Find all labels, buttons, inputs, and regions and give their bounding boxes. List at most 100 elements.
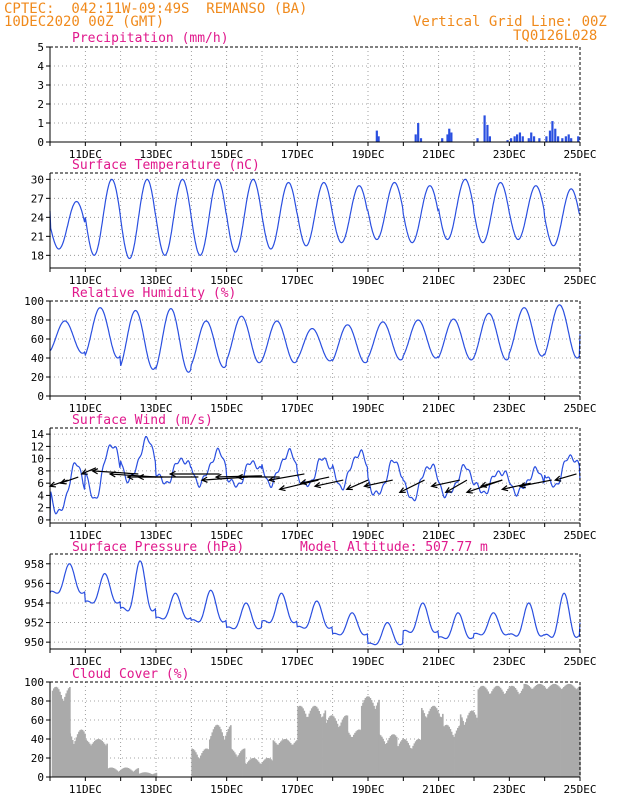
cloud-bar bbox=[111, 767, 114, 777]
cloud-bar bbox=[235, 754, 237, 777]
wind-arrow-head bbox=[235, 473, 243, 481]
cloud-bar bbox=[336, 723, 339, 777]
cloud-bar bbox=[193, 750, 196, 777]
cloud-bar bbox=[240, 751, 242, 777]
cloud-bar bbox=[555, 684, 558, 777]
wind-arrow-shaft bbox=[399, 479, 425, 493]
cloud-bar bbox=[272, 740, 275, 777]
cloud-bar bbox=[299, 705, 302, 777]
cloud-bar bbox=[548, 687, 550, 777]
cloud-bar bbox=[265, 758, 267, 777]
cloud-bar bbox=[215, 725, 217, 777]
cloud-bar bbox=[411, 748, 413, 777]
cloud-bar bbox=[501, 689, 503, 777]
cloud-bar bbox=[453, 736, 455, 777]
cloud-bar bbox=[561, 688, 564, 777]
cloud-bar bbox=[418, 739, 421, 777]
x-tick-label: 25DEC bbox=[563, 529, 596, 542]
cloud-bar bbox=[132, 771, 135, 777]
panel-annotation-pressure: Model Altitude: 507.77 m bbox=[300, 540, 488, 555]
x-tick-label: 13DEC bbox=[139, 402, 172, 415]
cloud-bar bbox=[515, 689, 518, 777]
panel-title-wind: Surface Wind (m/s) bbox=[72, 413, 213, 428]
cloud-bar bbox=[545, 688, 548, 777]
cloud-bar bbox=[139, 773, 142, 777]
panel-rh: Relative Humidity (%) 0 20 40 60 80 100 11DEC 13… bbox=[24, 286, 596, 415]
wind-arrow-head bbox=[465, 487, 473, 494]
cloud-bar bbox=[478, 687, 481, 777]
cloud-bar bbox=[381, 736, 383, 777]
cloud-bar bbox=[283, 739, 286, 777]
cloud-bar bbox=[439, 716, 442, 777]
cloud-bar bbox=[145, 772, 148, 777]
cloud-bar bbox=[270, 759, 272, 777]
cloud-bar bbox=[303, 710, 306, 777]
wind-arrow-shaft bbox=[502, 482, 531, 490]
wind-arrow-head bbox=[444, 487, 452, 494]
cloud-bar bbox=[487, 691, 490, 777]
cloud-bar bbox=[422, 710, 424, 777]
cloud-bar bbox=[266, 758, 269, 777]
cloud-bar bbox=[140, 772, 143, 777]
x-tick-label: 17DEC bbox=[281, 783, 314, 796]
cloud-bar bbox=[323, 713, 325, 777]
cloud-bar bbox=[498, 686, 501, 777]
cloud-bar bbox=[277, 744, 280, 777]
cloud-bar bbox=[298, 705, 301, 777]
cloud-bar bbox=[477, 689, 480, 777]
cloud-bar bbox=[503, 693, 506, 777]
cloud-bar bbox=[374, 708, 377, 777]
cloud-bar bbox=[577, 686, 580, 777]
cloud-bar bbox=[509, 686, 512, 777]
precip-bar bbox=[561, 138, 564, 142]
cloud-bar bbox=[579, 685, 581, 777]
cloud-bar bbox=[209, 739, 211, 777]
cloud-bar bbox=[112, 767, 115, 777]
cloud-bar bbox=[427, 714, 429, 777]
x-tick-label: 25DEC bbox=[563, 783, 596, 796]
precip-bar bbox=[486, 124, 489, 142]
precip-bar bbox=[483, 115, 486, 142]
x-tick-label: 23DEC bbox=[493, 402, 526, 415]
cloud-bar bbox=[324, 710, 327, 777]
y-tick-label: 27 bbox=[31, 192, 44, 205]
precip-bar bbox=[414, 134, 417, 142]
cloud-bar bbox=[356, 730, 359, 777]
cloud-bar bbox=[73, 743, 75, 777]
cloud-bar bbox=[559, 687, 561, 777]
cloud-bar bbox=[388, 738, 391, 777]
cloud-bar bbox=[61, 698, 64, 777]
cloud-bar bbox=[423, 713, 426, 777]
cloud-bar bbox=[70, 736, 73, 777]
cloud-bar bbox=[569, 684, 571, 777]
cloud-bar bbox=[308, 713, 311, 777]
cloud-bar bbox=[96, 739, 99, 777]
cloud-bar bbox=[335, 720, 338, 777]
cloud-bar bbox=[248, 760, 250, 777]
x-tick-label: 13DEC bbox=[139, 529, 172, 542]
wind-arrow-head bbox=[313, 482, 321, 489]
cloud-bar bbox=[207, 749, 210, 777]
wind-arrow-shaft bbox=[364, 479, 393, 487]
x-tick-label: 21DEC bbox=[422, 783, 455, 796]
y-tick-label: 958 bbox=[24, 558, 44, 571]
cloud-bar bbox=[121, 768, 123, 777]
cloud-bar bbox=[445, 724, 448, 777]
cloud-bar bbox=[528, 686, 531, 777]
cloud-bar bbox=[461, 717, 463, 777]
cloud-bar bbox=[90, 745, 92, 777]
cloud-bar bbox=[97, 739, 100, 777]
cloud-bar bbox=[481, 685, 483, 777]
cloud-bar bbox=[113, 768, 116, 777]
cloud-bar bbox=[539, 683, 542, 777]
cloud-bar bbox=[278, 742, 281, 777]
cloud-bar bbox=[553, 683, 555, 777]
panel-precip: Precipitation (mm/h) 0 1 2 3 4 5 11DEC 13DEC 15DE… bbox=[37, 31, 596, 161]
cloud-bar bbox=[62, 700, 65, 777]
cloud-bar bbox=[340, 722, 343, 777]
wind-arrow-head bbox=[214, 473, 222, 481]
cloud-bar bbox=[556, 685, 559, 777]
cloud-bar bbox=[212, 729, 215, 777]
cloud-bar bbox=[567, 683, 570, 777]
cloud-bar bbox=[341, 719, 344, 777]
